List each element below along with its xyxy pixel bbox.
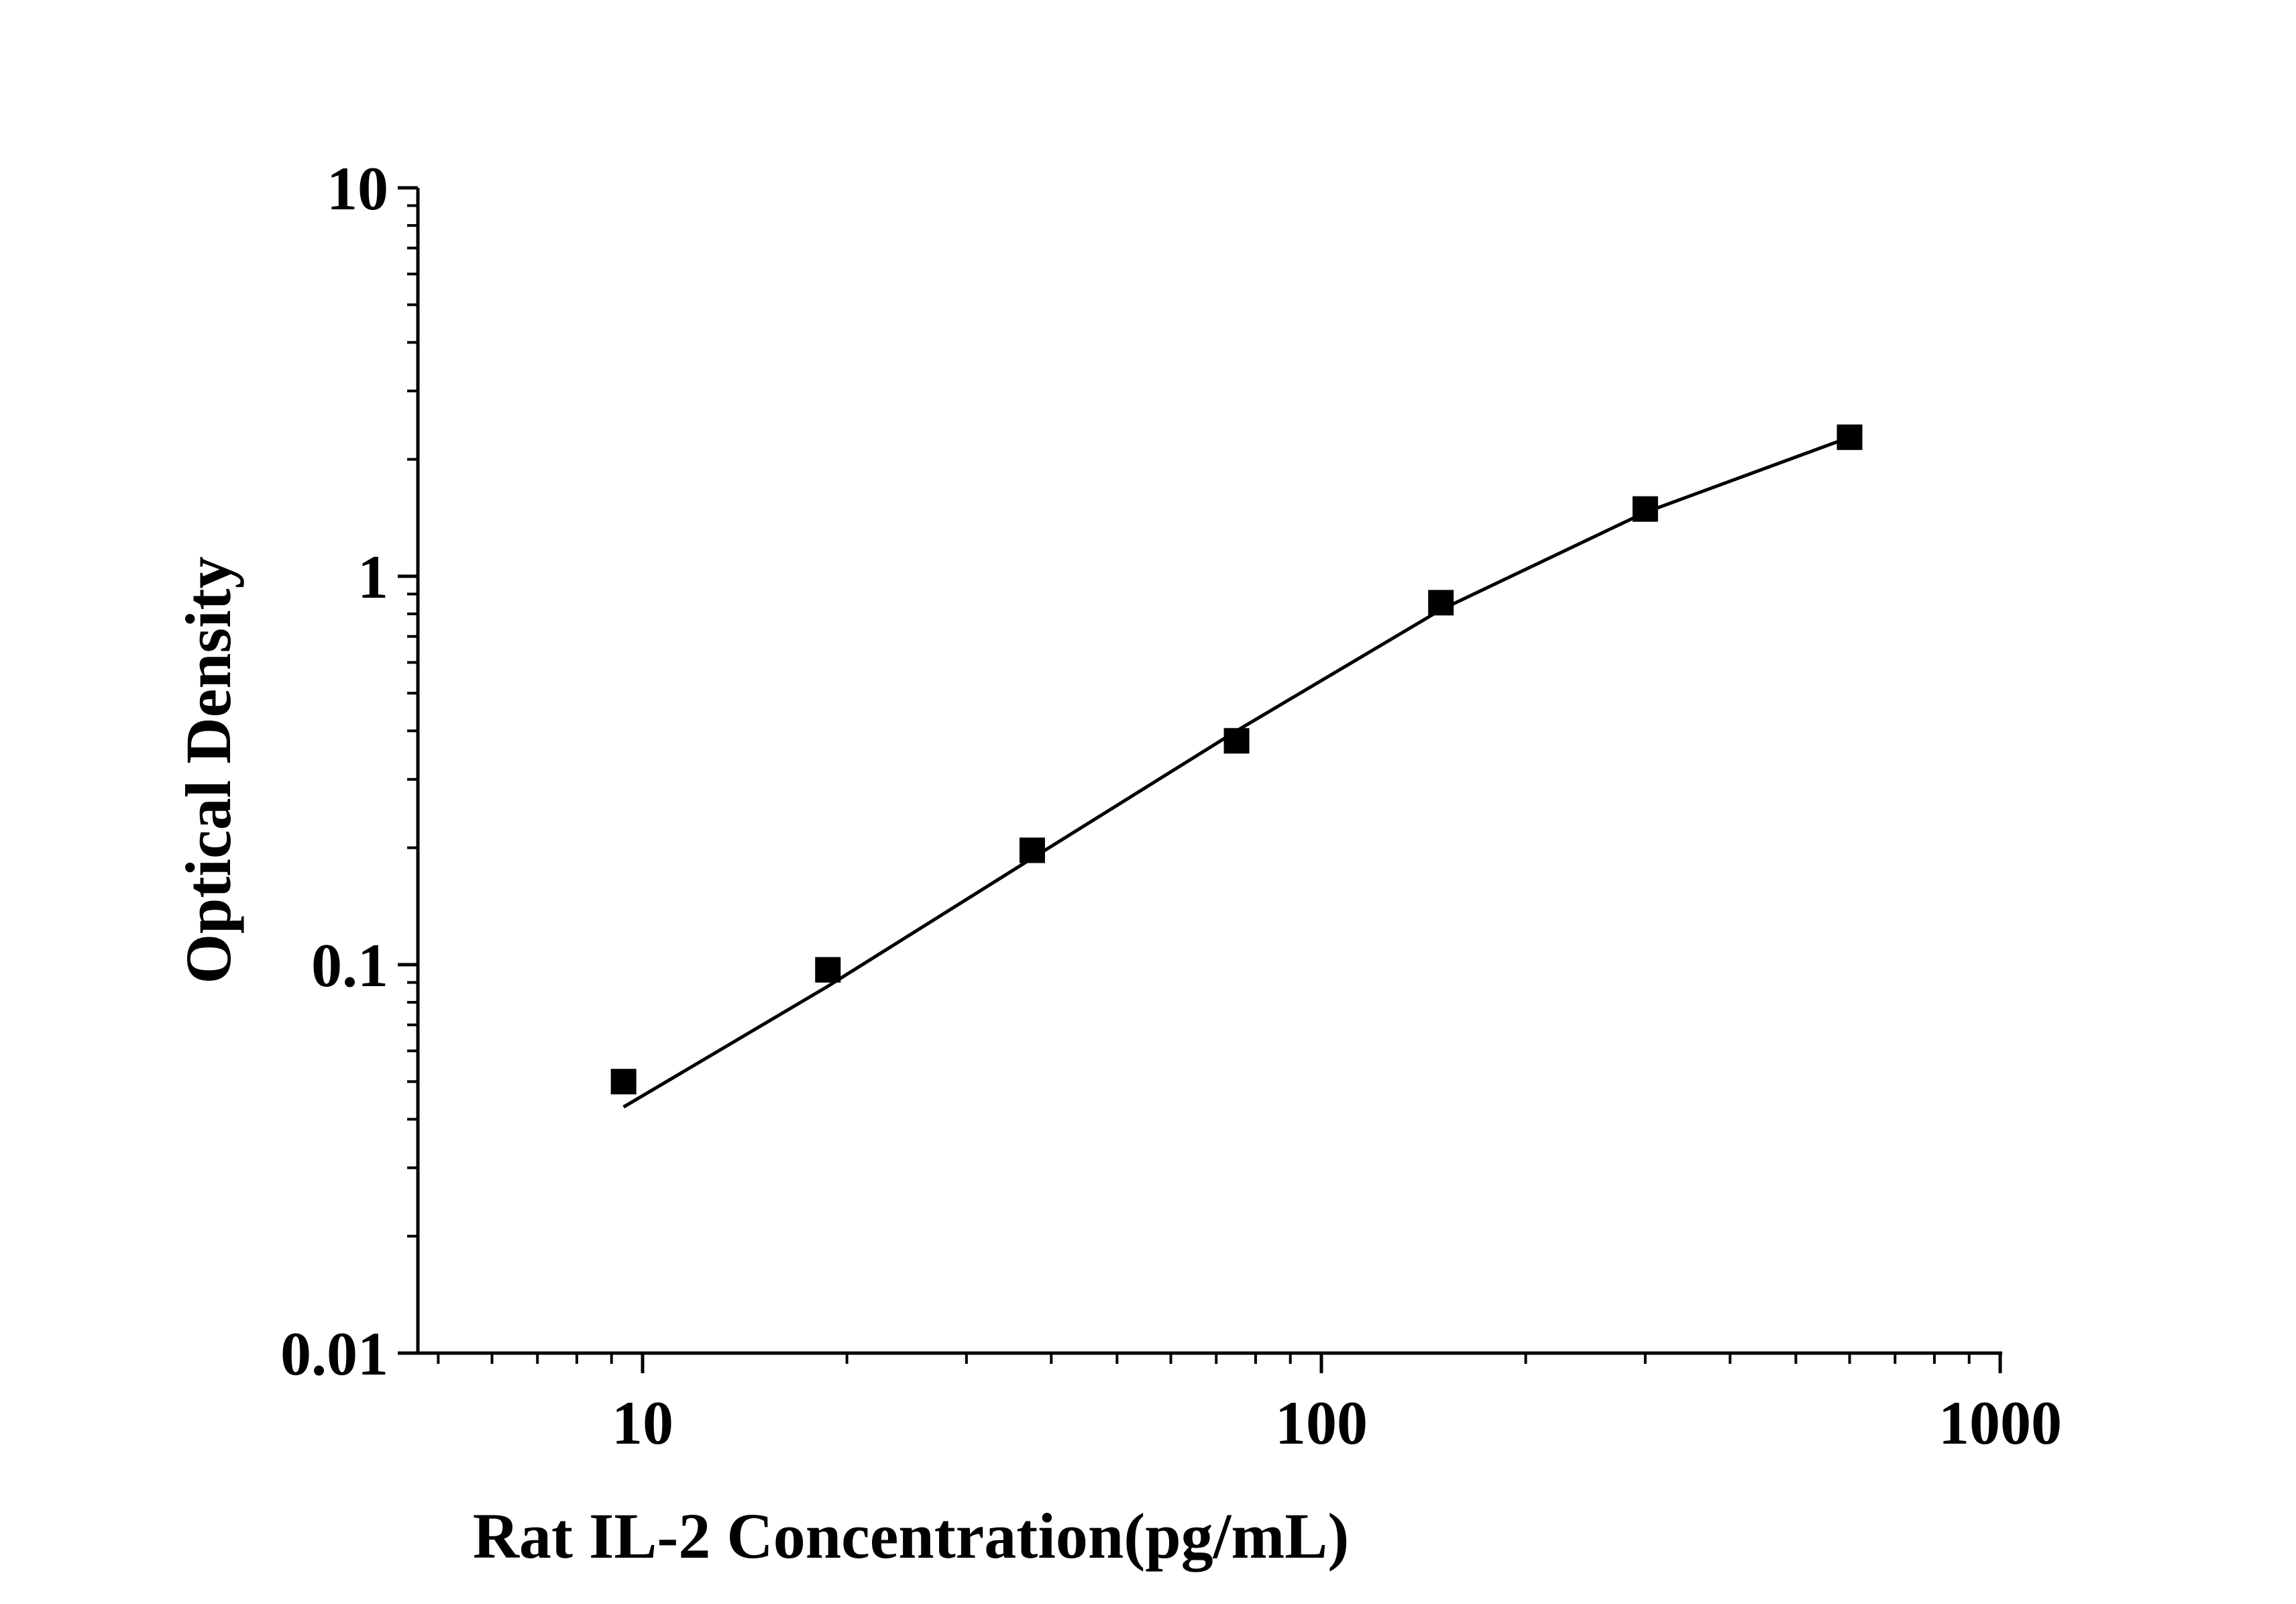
data-point-marker bbox=[815, 957, 841, 983]
y-tick-label: 0.01 bbox=[280, 1320, 388, 1388]
y-tick-label: 0.1 bbox=[311, 931, 388, 1000]
data-point-marker bbox=[1632, 496, 1658, 522]
x-tick-label: 1000 bbox=[1938, 1389, 2062, 1457]
y-axis-title: Optical Density bbox=[172, 556, 244, 983]
x-axis-title: Rat IL-2 Concentration(pg/mL) bbox=[473, 1500, 1350, 1572]
axis-ticks bbox=[398, 186, 2002, 1373]
fit-curve bbox=[622, 435, 1851, 1109]
axis-tick-labels: 0.01 0.1 1 10 10 100 1000 bbox=[280, 154, 2062, 1457]
y-tick-label: 10 bbox=[327, 154, 388, 223]
y-tick-label: 1 bbox=[358, 543, 388, 611]
data-point-marker bbox=[1223, 728, 1250, 754]
data-series bbox=[610, 424, 1863, 1109]
x-tick-label: 100 bbox=[1275, 1389, 1368, 1457]
x-tick-label: 10 bbox=[612, 1389, 673, 1457]
data-point-marker bbox=[610, 1069, 637, 1095]
data-point-marker bbox=[1837, 424, 1863, 450]
data-point-marker bbox=[1428, 590, 1454, 616]
axes bbox=[416, 188, 2002, 1355]
data-point-marker bbox=[1019, 837, 1045, 863]
